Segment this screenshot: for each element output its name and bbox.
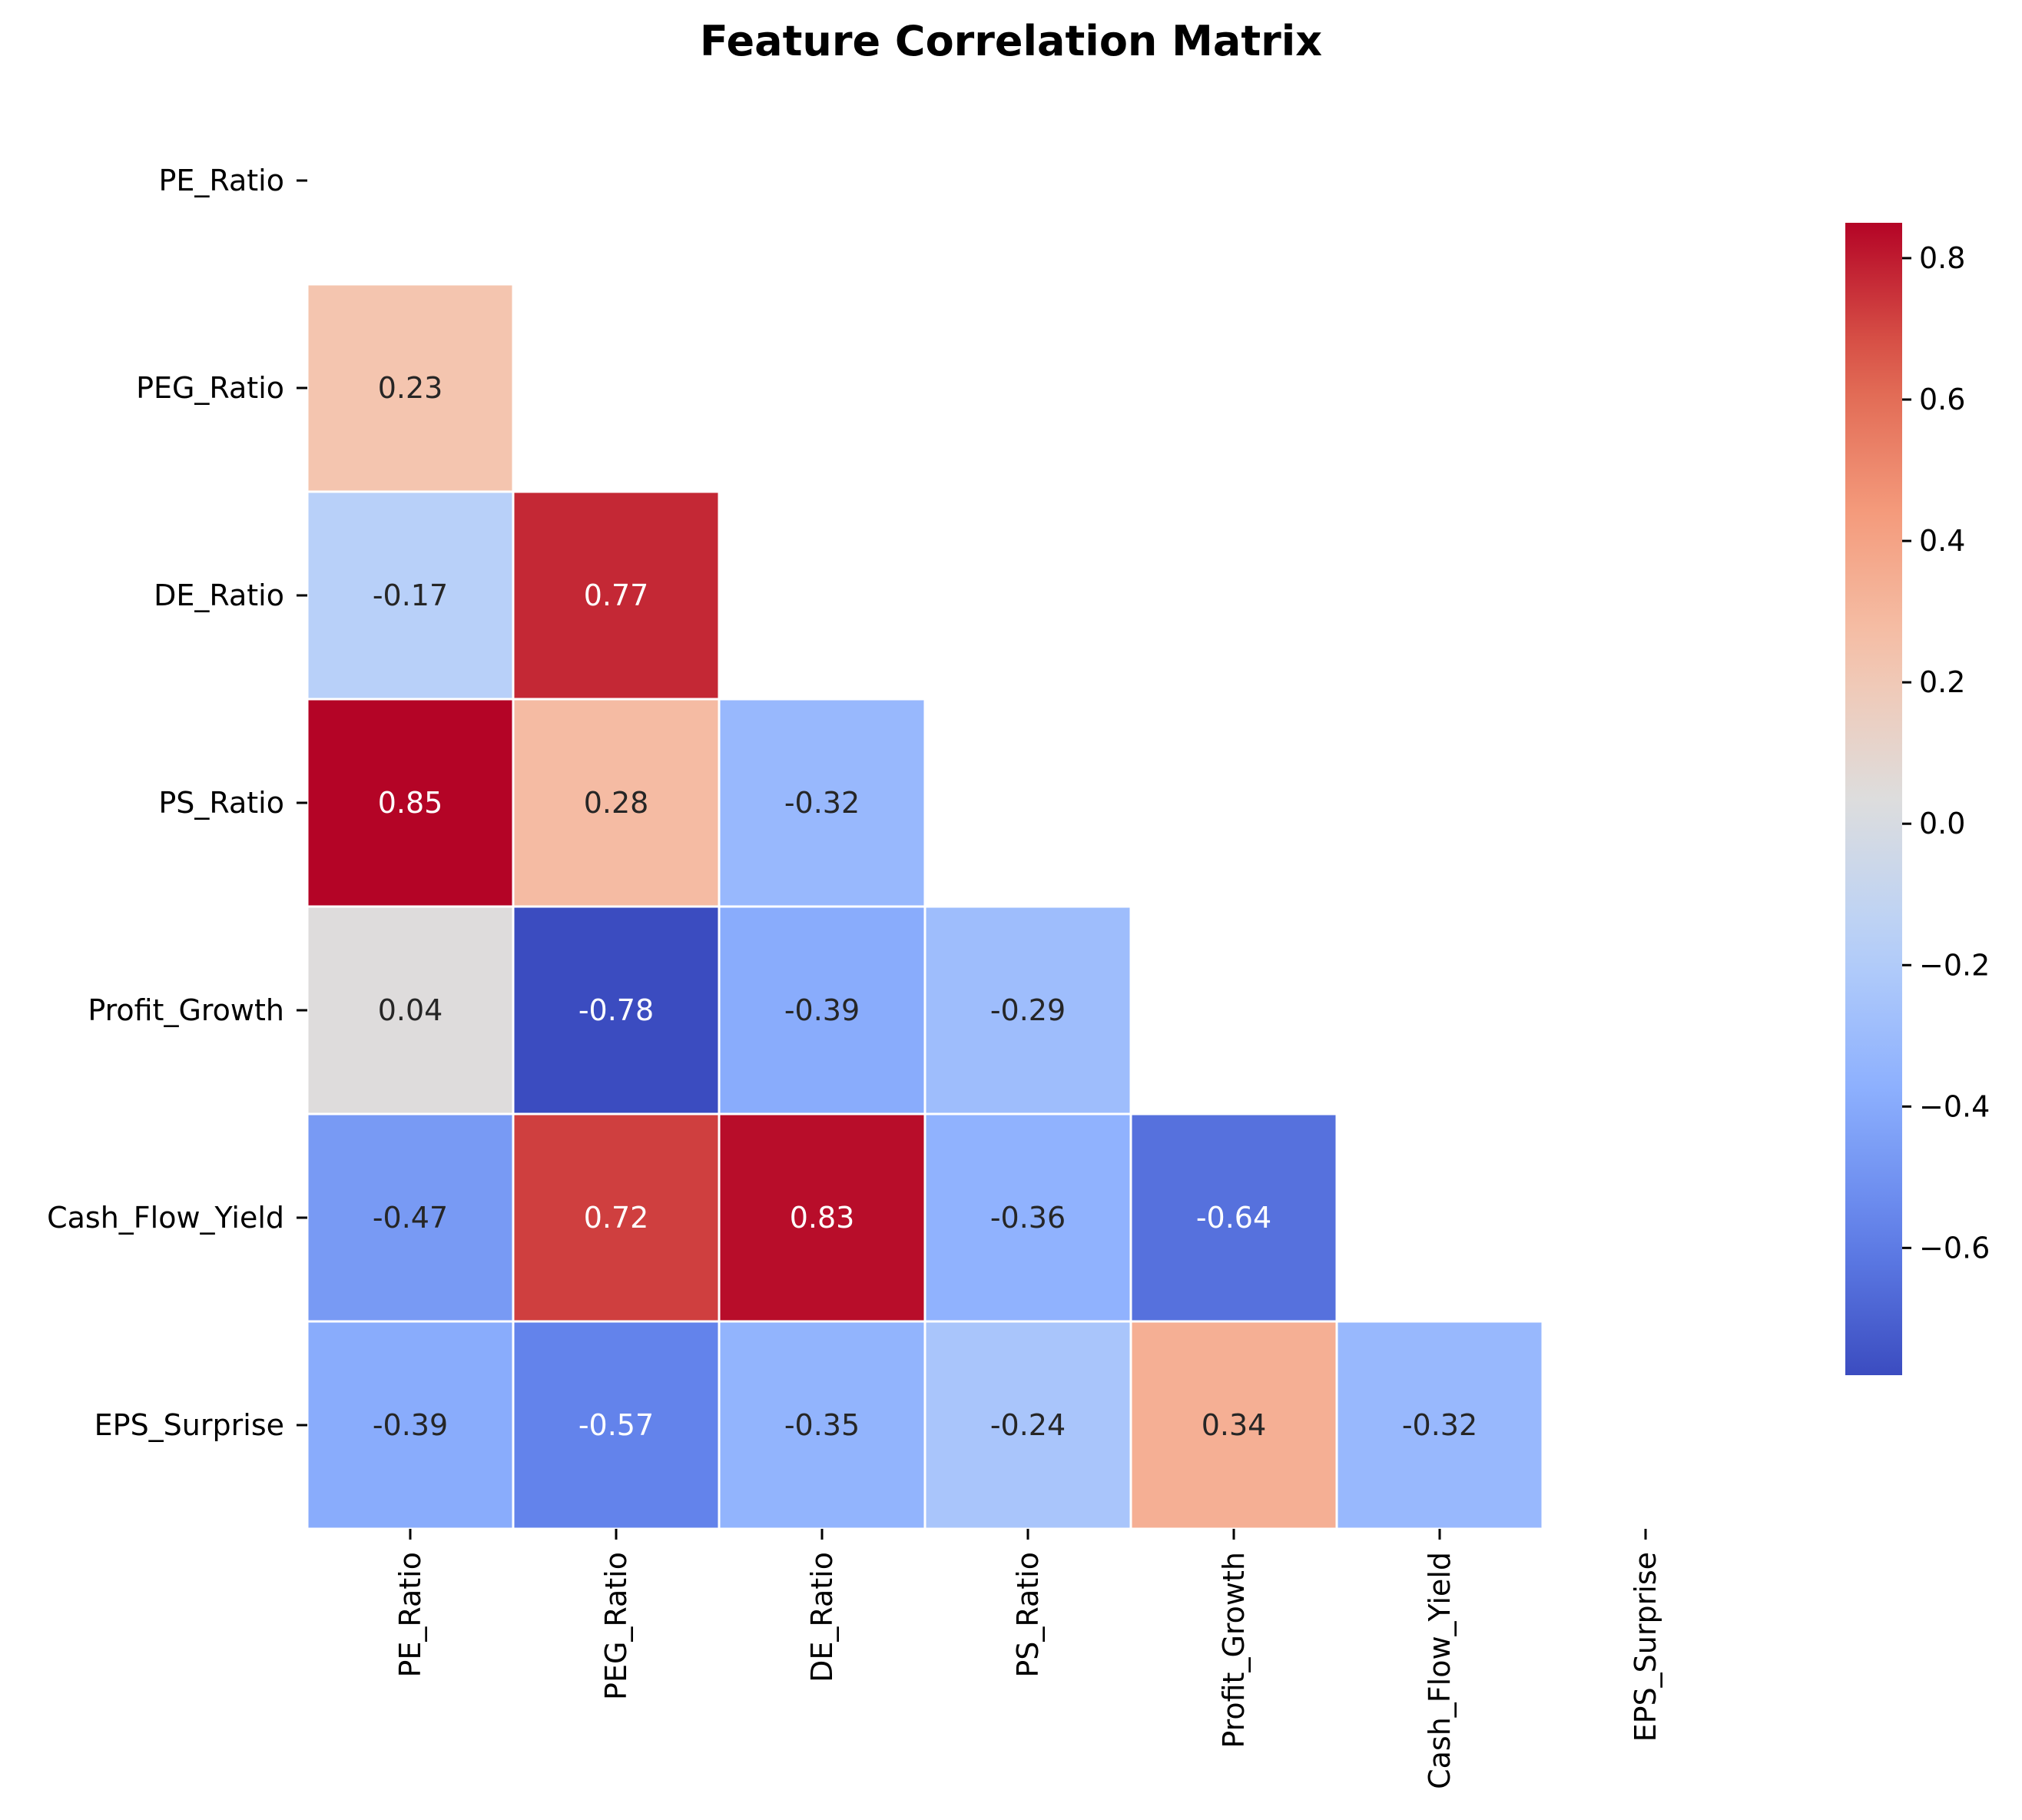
x-tick-label: PS_Ratio bbox=[1011, 1552, 1045, 1678]
x-tick-label: Profit_Growth bbox=[1217, 1552, 1251, 1749]
heatmap-cell-EPS_Surprise-PEG_Ratio bbox=[512, 1320, 721, 1530]
heatmap-cell-Profit_Growth-DE_Ratio bbox=[718, 905, 926, 1116]
x-tick-label: PEG_Ratio bbox=[599, 1552, 633, 1700]
cell-value-label: -0.36 bbox=[990, 1201, 1066, 1235]
colorbar-tick-label: −0.2 bbox=[1919, 948, 1990, 982]
y-tick-label: Cash_Flow_Yield bbox=[47, 1201, 284, 1235]
colorbar-tick-label: −0.4 bbox=[1919, 1089, 1990, 1123]
y-tick-label: EPS_Surprise bbox=[94, 1408, 284, 1442]
cell-value-label: -0.32 bbox=[1402, 1408, 1477, 1442]
cell-value-label: 0.72 bbox=[584, 1201, 649, 1235]
heatmap-cell-PEG_Ratio-PE_Ratio bbox=[306, 283, 515, 493]
cell-value-label: -0.32 bbox=[784, 786, 860, 820]
cell-value-label: -0.29 bbox=[990, 993, 1066, 1027]
cell-value-label: -0.78 bbox=[578, 993, 654, 1027]
colorbar-gradient bbox=[1845, 223, 1902, 1375]
y-tick-label: DE_Ratio bbox=[154, 578, 284, 612]
x-tick-labels: PE_Ratio PEG_Ratio DE_Ratio PS_Ratio Profit_… bbox=[393, 1529, 1662, 1789]
cell-value-label: -0.24 bbox=[990, 1408, 1066, 1442]
cell-value-label: 0.34 bbox=[1202, 1408, 1267, 1442]
cell-value-label: 0.77 bbox=[584, 578, 649, 612]
heatmap-cell-EPS_Surprise-Profit_Growth bbox=[1129, 1320, 1338, 1530]
colorbar-tick-label: 0.2 bbox=[1919, 665, 1965, 699]
cell-value-label: -0.35 bbox=[784, 1408, 860, 1442]
heatmap-cell-EPS_Surprise-PE_Ratio bbox=[306, 1320, 515, 1530]
cell-value-label: 0.85 bbox=[378, 786, 443, 820]
heatmap-cell-Cash_Flow_Yield-PS_Ratio bbox=[923, 1112, 1132, 1323]
cell-value-label: -0.17 bbox=[373, 578, 448, 612]
y-tick-label: PE_Ratio bbox=[159, 164, 285, 197]
heatmap-cell-Cash_Flow_Yield-PE_Ratio bbox=[306, 1112, 515, 1323]
heatmap-cell-Cash_Flow_Yield-Profit_Growth bbox=[1129, 1112, 1338, 1323]
colorbar-tick-label: 0.8 bbox=[1919, 241, 1965, 275]
heatmap-cell-PS_Ratio-DE_Ratio bbox=[718, 698, 926, 908]
x-tick-label: Cash_Flow_Yield bbox=[1423, 1552, 1457, 1789]
cell-value-label: -0.57 bbox=[578, 1408, 654, 1442]
heatmap-cell-Profit_Growth-PS_Ratio bbox=[923, 905, 1132, 1116]
x-tick-label: DE_Ratio bbox=[805, 1552, 839, 1682]
heatmap-cell-EPS_Surprise-DE_Ratio bbox=[718, 1320, 926, 1530]
y-tick-label: Profit_Growth bbox=[88, 993, 284, 1027]
heatmap-cell-Cash_Flow_Yield-DE_Ratio bbox=[718, 1112, 926, 1323]
colorbar-tick-label: 0.0 bbox=[1919, 807, 1965, 840]
heatmap-cell-PS_Ratio-PE_Ratio bbox=[306, 698, 515, 908]
y-tick-labels: PE_Ratio PEG_Ratio DE_Ratio PS_Ratio Profit_… bbox=[47, 164, 307, 1442]
heatmap-cell-Profit_Growth-PEG_Ratio bbox=[512, 905, 721, 1116]
cell-value-label: 0.28 bbox=[584, 786, 649, 820]
cell-value-label: -0.39 bbox=[373, 1408, 448, 1442]
heatmap-cell-EPS_Surprise-Cash_Flow_Yield bbox=[1335, 1320, 1544, 1530]
x-tick-label: EPS_Surprise bbox=[1629, 1552, 1662, 1742]
colorbar-tick-label: −0.6 bbox=[1919, 1231, 1990, 1265]
y-tick-label: PS_Ratio bbox=[158, 786, 284, 820]
cell-value-label: 0.23 bbox=[378, 371, 443, 405]
heatmap-cell-Cash_Flow_Yield-PEG_Ratio bbox=[512, 1112, 721, 1323]
chart-title: Feature Correlation Matrix bbox=[700, 17, 1322, 65]
colorbar: 0.8 0.6 0.4 0.2 0.0 −0.2 −0.4 −0.6 bbox=[1845, 223, 1990, 1375]
heatmap-cells: 0.23 -0.17 0.77 0.85 0.28 -0.32 0.04 -0.78 -0.39… bbox=[306, 283, 1544, 1530]
colorbar-tick-label: 0.6 bbox=[1919, 383, 1965, 416]
colorbar-tick-label: 0.4 bbox=[1919, 524, 1965, 558]
y-tick-label: PEG_Ratio bbox=[136, 371, 284, 405]
cell-value-label: 0.83 bbox=[790, 1201, 855, 1235]
x-tick-label: PE_Ratio bbox=[393, 1552, 427, 1678]
cell-value-label: -0.64 bbox=[1196, 1201, 1271, 1235]
cell-value-label: 0.04 bbox=[378, 993, 443, 1027]
cell-value-label: -0.47 bbox=[373, 1201, 448, 1235]
cell-value-label: -0.39 bbox=[784, 993, 860, 1027]
